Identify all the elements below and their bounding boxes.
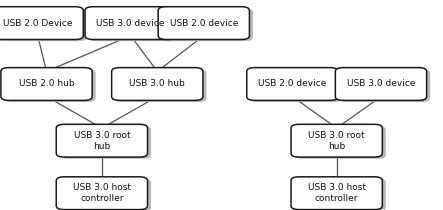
FancyBboxPatch shape — [250, 69, 342, 102]
FancyBboxPatch shape — [89, 8, 180, 41]
Text: USB 3.0 host
controller: USB 3.0 host controller — [308, 183, 365, 203]
FancyBboxPatch shape — [0, 8, 87, 41]
FancyBboxPatch shape — [60, 126, 151, 159]
FancyBboxPatch shape — [60, 178, 151, 210]
FancyBboxPatch shape — [295, 126, 386, 159]
FancyBboxPatch shape — [115, 69, 206, 102]
FancyBboxPatch shape — [295, 178, 386, 210]
Text: USB 3.0 hub: USB 3.0 hub — [129, 80, 185, 88]
FancyBboxPatch shape — [1, 68, 92, 100]
FancyBboxPatch shape — [56, 177, 148, 210]
Text: USB 2.0 device: USB 2.0 device — [258, 80, 326, 88]
Text: USB 3.0 device: USB 3.0 device — [97, 19, 165, 28]
FancyBboxPatch shape — [0, 7, 83, 39]
FancyBboxPatch shape — [162, 8, 253, 41]
FancyBboxPatch shape — [291, 177, 382, 210]
FancyBboxPatch shape — [247, 68, 338, 100]
Text: USB 3.0 device: USB 3.0 device — [347, 80, 415, 88]
FancyBboxPatch shape — [112, 68, 203, 100]
FancyBboxPatch shape — [335, 68, 427, 100]
Text: USB 2.0 hub: USB 2.0 hub — [19, 80, 74, 88]
Text: USB 2.0 device: USB 2.0 device — [170, 19, 238, 28]
Text: USB 3.0 root
hub: USB 3.0 root hub — [308, 131, 365, 151]
FancyBboxPatch shape — [158, 7, 249, 39]
FancyBboxPatch shape — [339, 69, 430, 102]
FancyBboxPatch shape — [85, 7, 176, 39]
Text: USB 3.0 root
hub: USB 3.0 root hub — [74, 131, 130, 151]
FancyBboxPatch shape — [291, 124, 382, 157]
FancyBboxPatch shape — [56, 124, 148, 157]
Text: USB 2.0 Device: USB 2.0 Device — [3, 19, 72, 28]
FancyBboxPatch shape — [4, 69, 96, 102]
Text: USB 3.0 host
controller: USB 3.0 host controller — [73, 183, 131, 203]
